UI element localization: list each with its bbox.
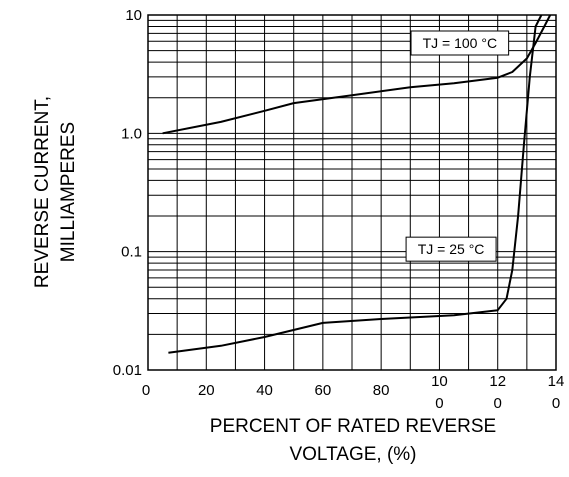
x-tick-label: 80 (373, 382, 390, 399)
y-axis-title-line-1: REVERSE CURRENT, (32, 96, 53, 288)
x-tick-label: 60 (315, 382, 332, 399)
plot-border (147, 14, 557, 371)
y-tick-label: 0.1 (121, 244, 142, 261)
series-group (162, 14, 552, 354)
y-tick-label: 0.01 (113, 362, 142, 379)
annotation-box-1 (410, 30, 510, 56)
x-tick-label: 10 0 (431, 373, 448, 412)
grid (148, 15, 556, 370)
x-tick-label: 0 (142, 382, 150, 399)
x-tick-label: 14 0 (548, 373, 565, 412)
annotation-box-2 (405, 236, 497, 262)
x-tick-label: 20 (198, 382, 215, 399)
annotations: TJ = 100 °C TJ = 25 °C (405, 30, 510, 262)
y-tick-label: 1.0 (121, 125, 142, 142)
series-line-2 (168, 14, 543, 354)
x-axis-title-line-1: PERCENT OF RATED REVERSE (210, 416, 496, 437)
annotation-label-1: TJ = 100 °C (423, 35, 497, 51)
series-line-1 (162, 14, 552, 135)
y-axis-title-line-2: MILLIAMPERES (58, 122, 79, 262)
y-tick-label: 10 (125, 7, 142, 24)
x-axis-title-line-2: VOLTAGE, (%) (289, 444, 416, 465)
axis-titles: PERCENT OF RATED REVERSE VOLTAGE, (%) REVE… (32, 96, 496, 465)
x-tick-label: 40 (256, 382, 273, 399)
plot-frame (147, 14, 557, 371)
x-tick-label: 12 0 (489, 373, 506, 412)
annotation-label-2: TJ = 25 °C (418, 241, 485, 257)
